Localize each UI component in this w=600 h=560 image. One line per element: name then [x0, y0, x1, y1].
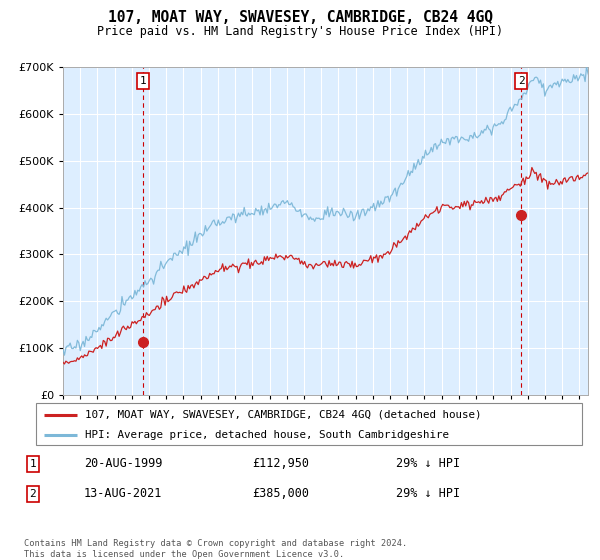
Text: 107, MOAT WAY, SWAVESEY, CAMBRIDGE, CB24 4GQ: 107, MOAT WAY, SWAVESEY, CAMBRIDGE, CB24… — [107, 10, 493, 25]
Text: 29% ↓ HPI: 29% ↓ HPI — [396, 487, 460, 501]
Text: HPI: Average price, detached house, South Cambridgeshire: HPI: Average price, detached house, Sout… — [85, 430, 449, 440]
Text: 2: 2 — [518, 76, 524, 86]
Text: 20-AUG-1999: 20-AUG-1999 — [84, 457, 163, 470]
Text: 2: 2 — [29, 489, 37, 499]
FancyBboxPatch shape — [36, 403, 582, 445]
Text: 29% ↓ HPI: 29% ↓ HPI — [396, 457, 460, 470]
Text: 107, MOAT WAY, SWAVESEY, CAMBRIDGE, CB24 4GQ (detached house): 107, MOAT WAY, SWAVESEY, CAMBRIDGE, CB24… — [85, 409, 482, 419]
Text: £112,950: £112,950 — [252, 457, 309, 470]
Text: Contains HM Land Registry data © Crown copyright and database right 2024.
This d: Contains HM Land Registry data © Crown c… — [24, 539, 407, 559]
Text: 13-AUG-2021: 13-AUG-2021 — [84, 487, 163, 501]
Text: £385,000: £385,000 — [252, 487, 309, 501]
Text: Price paid vs. HM Land Registry's House Price Index (HPI): Price paid vs. HM Land Registry's House … — [97, 25, 503, 38]
Text: 1: 1 — [139, 76, 146, 86]
Text: 1: 1 — [29, 459, 37, 469]
